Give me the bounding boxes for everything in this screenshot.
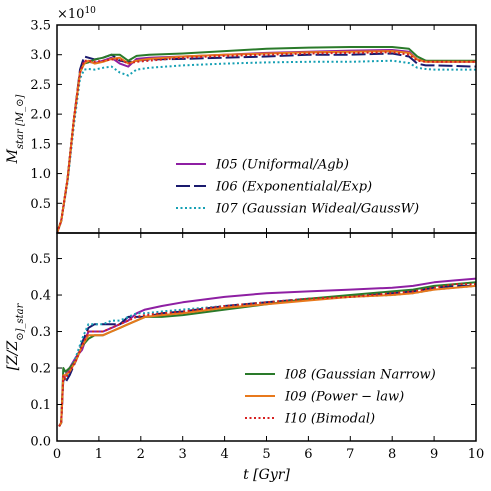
y-axis-label: Mstar [M_⊙] <box>5 94 26 164</box>
legend-entry: I08 (Gaussian Narrow) <box>284 368 436 383</box>
x-tick-label: 9 <box>430 447 438 462</box>
y-tick-label: 0.3 <box>30 325 51 340</box>
y-tick-label: 0.1 <box>30 398 51 413</box>
series-lines <box>58 277 476 427</box>
y-tick-label: 3.5 <box>30 19 51 34</box>
y-tick-label: 0.4 <box>30 289 51 304</box>
y-tick-label: 2.0 <box>30 108 51 123</box>
x-tick-label: 3 <box>179 447 187 462</box>
y-tick-label: 0.5 <box>30 252 51 267</box>
x-axis-label: t [Gyr] <box>243 467 290 483</box>
y-tick-label: 1.0 <box>30 167 51 182</box>
legend-bottom: I08 (Gaussian Narrow) I09 (Power − law) I1… <box>245 368 436 427</box>
x-tick-label: 7 <box>346 447 354 462</box>
x-tick-label: 2 <box>137 447 145 462</box>
y-tick-label: 3.0 <box>30 48 51 63</box>
legend-entry: I06 (Exponentialal/Exp) <box>215 180 372 195</box>
series-lines <box>57 46 476 233</box>
legend-entry: I07 (Gaussian Wideal/GaussW) <box>215 202 419 217</box>
panel-stellar-mass: 0.5 1.0 1.5 2.0 2.5 3.0 3.5 Mstar [M_⊙] ×1010 <box>5 6 477 234</box>
y-tick-label: 2.5 <box>30 78 51 93</box>
series-line-metallicity-5 <box>58 283 476 427</box>
legend-entry: I10 (Bimodal) <box>284 412 375 427</box>
series-line-mass-2 <box>57 59 476 233</box>
legend-entry: I09 (Power − law) <box>284 390 404 405</box>
legend-top: I05 (Uniformal/Agb) I06 (Exponentialal/Ex… <box>176 158 419 217</box>
y-axis-label: [Z/Z⊙]_star <box>5 302 26 370</box>
x-tick-label: 8 <box>388 447 396 462</box>
series-line-metallicity-0 <box>58 277 476 427</box>
series-line-mass-5 <box>57 51 476 233</box>
y-axis-multiplier: ×1010 <box>57 6 96 22</box>
x-tick-label: 1 <box>95 447 103 462</box>
x-tick-label: 5 <box>262 447 270 462</box>
x-tick-label: 10 <box>468 447 485 462</box>
y-tick-label: 1.5 <box>30 137 51 152</box>
y-tick-label: 0.2 <box>30 362 51 377</box>
x-tick-label: 0 <box>53 447 61 462</box>
x-tick-label: 4 <box>220 447 228 462</box>
x-tick-label: 6 <box>304 447 312 462</box>
y-tick-label: 0.5 <box>30 197 51 212</box>
series-line-metallicity-1 <box>58 284 476 427</box>
panel-stellar-metallicity: 0 1 2 3 4 5 6 7 8 9 10 0.0 0.1 0.2 0.3 0.4 0.5 [Z/Z⊙]_sta… <box>5 232 485 483</box>
series-line-metallicity-2 <box>58 284 476 427</box>
series-line-metallicity-4 <box>58 284 476 427</box>
y-tick-label: 0.0 <box>30 435 51 450</box>
plot-frame <box>56 232 477 442</box>
legend-entry: I05 (Uniformal/Agb) <box>215 158 349 173</box>
